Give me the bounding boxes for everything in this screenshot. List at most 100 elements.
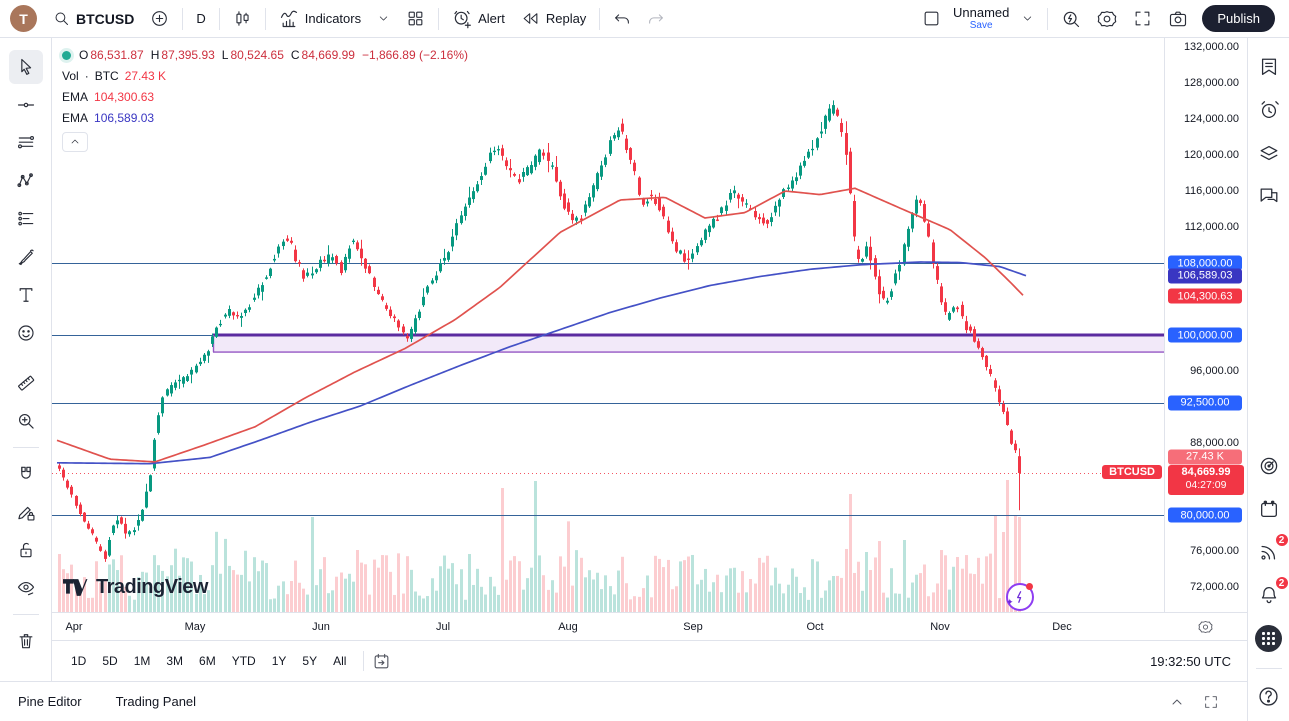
toolbar-separator [438, 7, 440, 30]
price-tick: 124,000.00 [1183, 113, 1239, 125]
grid-layout-icon [406, 9, 425, 28]
price-tick: 96,000.00 [1190, 365, 1239, 377]
range-button-5d[interactable]: 5D [102, 654, 118, 668]
go-to-date-button[interactable] [372, 652, 391, 671]
ohlc-h-value: 87,395.93 [161, 48, 215, 62]
panel-maximize-icon[interactable] [1203, 694, 1219, 710]
volume-legend-row[interactable]: Vol · BTC 27.43 K [62, 69, 475, 83]
text-tool[interactable] [9, 278, 43, 312]
bottom-panel: Pine Editor Trading Panel [0, 681, 1247, 721]
chart-type-button[interactable] [225, 4, 260, 33]
time-axis[interactable]: Apr May Jun Jul Aug Sep Oct Nov Dec [52, 612, 1247, 640]
save-button[interactable]: Save [969, 20, 993, 32]
chat-button[interactable] [1254, 181, 1284, 211]
axis-settings-gear-icon[interactable] [1198, 619, 1213, 634]
price-level-badge[interactable]: 106,589.03 [1168, 268, 1242, 284]
alerts-button[interactable] [1254, 95, 1284, 125]
zoom-in-tool[interactable] [9, 404, 43, 438]
cursor-tool[interactable] [8, 50, 43, 84]
measure-tool[interactable] [9, 366, 43, 400]
layout-name: Unnamed [952, 4, 1010, 20]
range-button-5y[interactable]: 5Y [302, 654, 318, 668]
indicator-templates-button[interactable] [398, 4, 433, 33]
price-level-badge[interactable]: 92,500.00 [1168, 395, 1242, 410]
quick-search-button[interactable] [1053, 4, 1089, 34]
right-sidebar: 2 2 [1247, 38, 1289, 721]
fullscreen-button[interactable] [1125, 4, 1160, 33]
bar-countdown: 04:27:09 [1185, 479, 1227, 492]
range-button-3m[interactable]: 3M [166, 654, 184, 668]
notifications-button[interactable]: 2 [1254, 575, 1289, 610]
price-level-badge[interactable]: 80,000.00 [1168, 507, 1242, 523]
tab-trading-panel[interactable]: Trading Panel [115, 694, 197, 709]
symbol-search-button[interactable]: BTCUSD [45, 5, 142, 32]
month-tick-jun: Jun [312, 620, 330, 633]
range-button-all[interactable]: All [333, 654, 347, 668]
layout-dropdown-arrow[interactable] [1013, 7, 1042, 30]
legend-collapse-button[interactable] [62, 132, 88, 152]
indicators-button[interactable]: Indicators [271, 4, 369, 34]
price-level-badge[interactable]: 108,000.00 [1168, 255, 1242, 271]
tab-pine-editor[interactable]: Pine Editor [18, 694, 82, 709]
chart-settings-button[interactable] [1089, 4, 1125, 34]
camera-icon [1168, 9, 1188, 29]
fib-retracement-tool[interactable] [9, 126, 43, 160]
user-avatar[interactable]: T [10, 5, 37, 32]
ohlc-h-label: H [150, 48, 160, 62]
ohlc-legend-row[interactable]: O 86,531.87 H 87,395.93 L 80,524.65 C 84,669… [62, 48, 475, 62]
layout-select-button[interactable] [914, 4, 949, 33]
range-button-1m[interactable]: 1M [133, 654, 151, 668]
emoji-tool[interactable] [9, 316, 43, 350]
interval-button[interactable]: D [196, 11, 206, 26]
last-price-badge[interactable]: 84,669.99 04:27:09 [1168, 464, 1244, 495]
range-button-6m[interactable]: 6M [199, 654, 216, 668]
technicals-assistant-icon[interactable]: ✦ [1006, 583, 1034, 611]
magnet-tool[interactable] [9, 457, 43, 491]
month-tick-apr: Apr [65, 620, 83, 633]
undo-button[interactable] [605, 5, 639, 33]
compare-add-button[interactable] [142, 4, 177, 33]
range-button-1y[interactable]: 1Y [271, 654, 287, 668]
range-button-ytd[interactable]: YTD [231, 654, 256, 668]
price-level-badge[interactable]: 100,000.00 [1168, 327, 1242, 343]
symbol-name: BTCUSD [76, 10, 135, 27]
hide-drawings-tool[interactable] [9, 571, 43, 605]
lock-all-tool[interactable] [9, 533, 43, 567]
redo-button[interactable] [639, 5, 673, 33]
calendar-button[interactable] [1254, 494, 1284, 524]
indicators-dropdown-arrow[interactable] [369, 7, 398, 30]
drawing-lock-tool[interactable] [9, 495, 43, 529]
remove-drawings-tool[interactable] [9, 624, 43, 658]
replay-button[interactable]: Replay [513, 4, 594, 33]
month-tick-oct: Oct [806, 620, 824, 633]
price-level-badge[interactable]: 27.43 K [1168, 449, 1242, 465]
watchlist-button[interactable] [1254, 52, 1284, 82]
chart-plot-area[interactable]: O 86,531.87 H 87,395.93 L 80,524.65 C 84,669… [52, 38, 1164, 612]
panel-expand-chevron-icon[interactable] [1169, 694, 1185, 710]
ema-slow-legend-row[interactable]: EMA 106,589.03 [62, 111, 475, 125]
candlestick-chart-canvas[interactable] [52, 38, 1164, 612]
symbol-price-label[interactable]: BTCUSD [1102, 464, 1162, 479]
price-level-badge[interactable]: 104,300.63 [1168, 288, 1242, 304]
range-button-1d[interactable]: 1D [71, 654, 87, 668]
brush-tool[interactable] [9, 240, 43, 274]
session-clock[interactable]: 19:32:50 UTC [1150, 653, 1231, 669]
layout-name-block[interactable]: Unnamed Save [949, 4, 1013, 33]
ohlc-o-label: O [79, 48, 89, 62]
streams-button[interactable]: 2 [1254, 532, 1289, 567]
prediction-tool[interactable] [9, 202, 43, 236]
tradingview-watermark: TradingView [63, 576, 208, 599]
price-tick: 112,000.00 [1184, 221, 1239, 233]
snapshot-button[interactable] [1160, 4, 1196, 34]
alert-button[interactable]: Alert [444, 4, 513, 34]
object-tree-button[interactable] [1254, 138, 1284, 168]
screener-button[interactable] [1254, 451, 1284, 481]
price-axis[interactable]: 132,000.00 128,000.00 124,000.00 120,000.00… [1164, 38, 1247, 612]
ema-fast-legend-row[interactable]: EMA 104,300.63 [62, 90, 475, 104]
publish-button[interactable]: Publish [1202, 5, 1275, 32]
pattern-tool[interactable] [9, 164, 43, 198]
apps-grid-button[interactable] [1254, 623, 1284, 653]
trend-line-tool[interactable] [9, 88, 43, 122]
candlestick-icon [233, 9, 252, 28]
help-button[interactable] [1254, 681, 1284, 711]
